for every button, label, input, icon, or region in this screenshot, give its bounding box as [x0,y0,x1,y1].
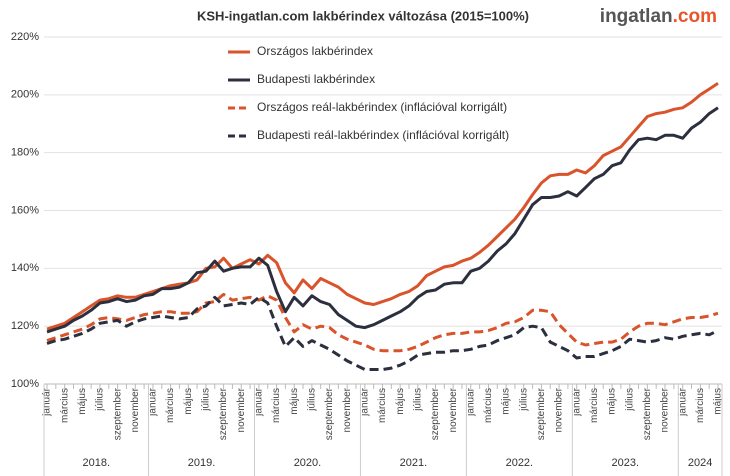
y-tick-label: 140% [11,262,39,274]
x-tick-label: január [571,387,582,416]
legend-label: Országos lakbérindex [257,44,373,58]
year-label: 2022. [506,457,534,469]
series-line [46,292,719,353]
x-tick-label: május [289,388,300,415]
year-label: 2021. [400,457,428,469]
x-tick-label: július [307,388,318,412]
x-tick-label: szeptember [642,387,653,440]
x-tick-label: március [271,388,282,423]
y-tick-label: 180% [11,147,39,159]
x-tick-label: szeptember [430,387,441,440]
x-tick-label: november [236,387,247,432]
x-tick-label: július [624,388,635,412]
legend-label: Országos reál-lakbérindex (inflációval k… [257,100,507,114]
x-tick-label: május [713,388,724,415]
chart-title: KSH-ingatlan.com lakbérindex változása (… [197,8,529,23]
x-tick-label: március [483,388,494,423]
series-line [46,82,719,331]
logo-name: ingatlan [600,6,673,27]
series-line [46,106,719,334]
y-tick-label: 200% [11,89,39,101]
x-tick-label: november [448,387,459,432]
x-tick-label: május [501,388,512,415]
x-tick-label: március [589,388,600,423]
x-tick-label: január [359,387,370,416]
x-tick-label: január [677,387,688,416]
x-tick-label: május [77,388,88,415]
x-tick-label: március [165,388,176,423]
x-tick-label: szeptember [536,387,547,440]
legend-label: Budapesti lakbérindex [257,72,375,86]
x-tick-label: május [183,388,194,415]
year-label: 2018. [83,457,111,469]
y-tick-label: 160% [11,204,39,216]
legend-label: Budapesti reál-lakbérindex (inflációval … [257,128,509,142]
series-line [46,295,719,371]
x-tick-label: szeptember [218,387,229,440]
y-tick-label: 120% [11,320,39,332]
year-label: 2020. [294,457,322,469]
x-tick-label: november [660,387,671,432]
year-label: 2019. [188,457,216,469]
y-tick-label: 100% [11,378,39,390]
year-label: 2023. [612,457,640,469]
x-tick-label: január [148,387,159,416]
x-tick-label: július [201,388,212,412]
x-tick-label: május [607,388,618,415]
x-tick-label: november [342,387,353,432]
x-tick-label: március [377,388,388,423]
x-tick-label: január [42,387,53,416]
x-tick-label: március [59,388,70,423]
x-tick-label: július [518,388,529,412]
logo: ingatlan.com [600,6,717,27]
x-tick-label: július [95,388,106,412]
x-tick-label: szeptember [112,387,123,440]
x-tick-label: május [395,388,406,415]
x-tick-label: július [412,388,423,412]
year-label: 2024 [688,457,712,469]
x-tick-label: január [254,387,265,416]
x-tick-label: szeptember [324,387,335,440]
x-tick-label: január [465,387,476,416]
x-tick-label: március [695,388,706,423]
y-tick-label: 220% [11,31,39,43]
logo-tld: .com [673,6,717,27]
x-tick-label: november [130,387,141,432]
x-tick-label: november [554,387,565,432]
